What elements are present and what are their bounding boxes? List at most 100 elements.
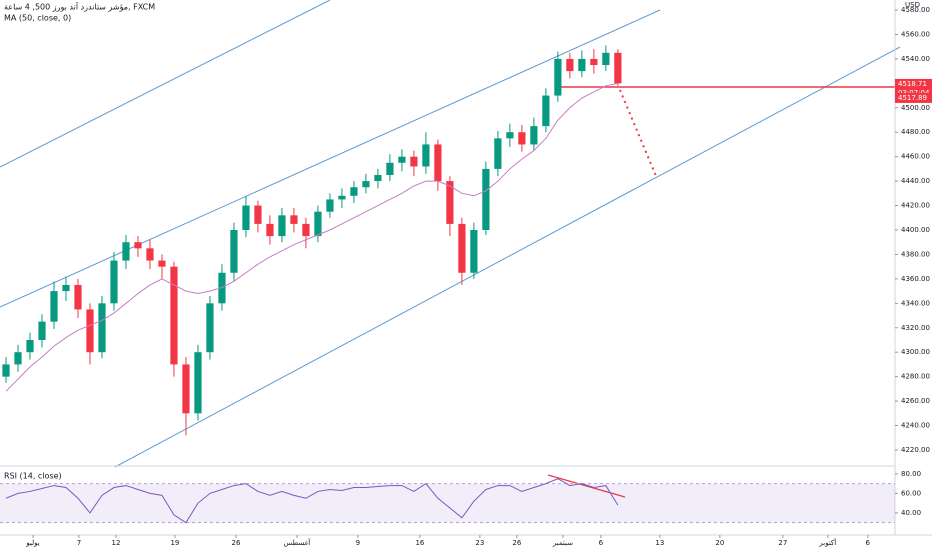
- x-tick-label: 13: [655, 539, 664, 547]
- x-tick-label: 19: [170, 539, 179, 547]
- countdown-label: 03:07:04: [898, 89, 930, 97]
- candle-body: [254, 205, 262, 224]
- candle-body: [122, 242, 130, 261]
- candle-body: [566, 58, 574, 72]
- candle-body: [74, 284, 82, 310]
- y-tick-label: 4420.00: [901, 202, 930, 210]
- ma-line: [5, 82, 618, 392]
- candle-body: [314, 211, 322, 237]
- x-tick-label: أغسطس: [284, 538, 311, 547]
- price-label: 4518.71: [898, 80, 927, 88]
- candle-body: [2, 364, 10, 377]
- price-label-box: [895, 92, 932, 103]
- candle-body: [578, 58, 586, 72]
- candle-body: [326, 199, 334, 212]
- y-tick-label: 4540.00: [901, 55, 930, 63]
- x-tick-label: 23: [475, 539, 484, 547]
- indicator-label: MA (50, close, 0): [4, 14, 71, 23]
- y-tick-label: 4560.00: [901, 30, 930, 38]
- y-tick-label: 4380.00: [901, 250, 930, 258]
- x-tick-label: أكتوبر: [818, 538, 836, 547]
- x-tick-label: سبتمبر: [552, 539, 573, 547]
- y-tick-label: 4220.00: [901, 446, 930, 454]
- rsi-tick-label: 80.00: [901, 470, 921, 478]
- candle-body: [494, 138, 502, 169]
- candle-body: [206, 303, 214, 353]
- x-tick-label: 16: [415, 539, 424, 547]
- x-tick-label: 26: [232, 539, 241, 547]
- candle-body: [182, 364, 190, 414]
- candle-body: [230, 229, 238, 273]
- candle-body: [170, 266, 178, 365]
- candle-body: [506, 132, 514, 139]
- candle-body: [542, 95, 550, 127]
- candle-body: [110, 260, 118, 304]
- candle-body: [602, 52, 610, 66]
- candle-body: [362, 181, 370, 188]
- y-tick-label: 4260.00: [901, 397, 930, 405]
- rsi-line: [5, 478, 619, 524]
- chart-title: مؤشر ستاندرد آند بورز 500, 4 ساعة, FXCM: [4, 2, 155, 12]
- x-tick-label: يوليو: [25, 539, 39, 547]
- candle-body: [350, 187, 358, 196]
- x-tick-label: 9: [356, 539, 360, 547]
- candle-body: [290, 215, 298, 224]
- candle-body: [374, 175, 382, 182]
- candle-body: [266, 223, 274, 237]
- y-tick-label: 4360.00: [901, 275, 930, 283]
- candle-body: [38, 321, 46, 340]
- y-tick-label: 4580.00: [901, 6, 930, 14]
- currency: USD: [905, 1, 920, 9]
- candle-body: [530, 126, 538, 145]
- candle-body: [470, 229, 478, 273]
- price-label: 4517.89: [898, 94, 927, 102]
- candle-body: [554, 58, 562, 96]
- x-tick-label: 7: [77, 539, 81, 547]
- channel-line: [0, 9, 661, 308]
- candle-body: [446, 181, 454, 224]
- candle-body: [134, 242, 142, 249]
- candle-body: [194, 352, 202, 414]
- x-tick-label: 26: [512, 539, 521, 547]
- channel-line: [0, 0, 331, 168]
- rsi-label: RSI (14, close): [4, 472, 62, 481]
- candle-body: [14, 352, 22, 365]
- rsi-tick-label: 60.00: [901, 489, 921, 497]
- candle-body: [590, 58, 598, 66]
- candle-body: [338, 195, 346, 200]
- rsi-band: [0, 483, 895, 523]
- candle-body: [218, 272, 226, 304]
- y-tick-label: 4300.00: [901, 348, 930, 356]
- candle-body: [278, 215, 286, 237]
- candle-body: [614, 52, 622, 84]
- candle-body: [50, 291, 58, 322]
- candle-body: [422, 144, 430, 167]
- channel-line: [114, 46, 901, 468]
- candle-body: [242, 205, 250, 230]
- y-tick-label: 4280.00: [901, 373, 930, 381]
- x-tick-label: 20: [715, 539, 724, 547]
- y-tick-label: 4440.00: [901, 177, 930, 185]
- candle-body: [386, 162, 394, 176]
- candle-body: [98, 303, 106, 353]
- divergence-line: [547, 474, 626, 498]
- y-tick-label: 4320.00: [901, 324, 930, 332]
- y-tick-label: 4500.00: [901, 104, 930, 112]
- x-tick-label: 12: [112, 539, 121, 547]
- candle-body: [302, 223, 310, 237]
- candle-body: [26, 339, 34, 353]
- candle-body: [482, 168, 490, 230]
- y-tick-label: 4460.00: [901, 153, 930, 161]
- x-tick-label: 6: [599, 539, 604, 547]
- candle-body: [62, 284, 70, 292]
- y-tick-label: 4340.00: [901, 299, 930, 307]
- candle-body: [146, 248, 154, 261]
- candle-body: [86, 309, 94, 353]
- y-tick-label: 4240.00: [901, 422, 930, 430]
- candle-body: [398, 156, 406, 163]
- candle-body: [434, 144, 442, 182]
- rsi-tick-label: 40.00: [901, 509, 921, 517]
